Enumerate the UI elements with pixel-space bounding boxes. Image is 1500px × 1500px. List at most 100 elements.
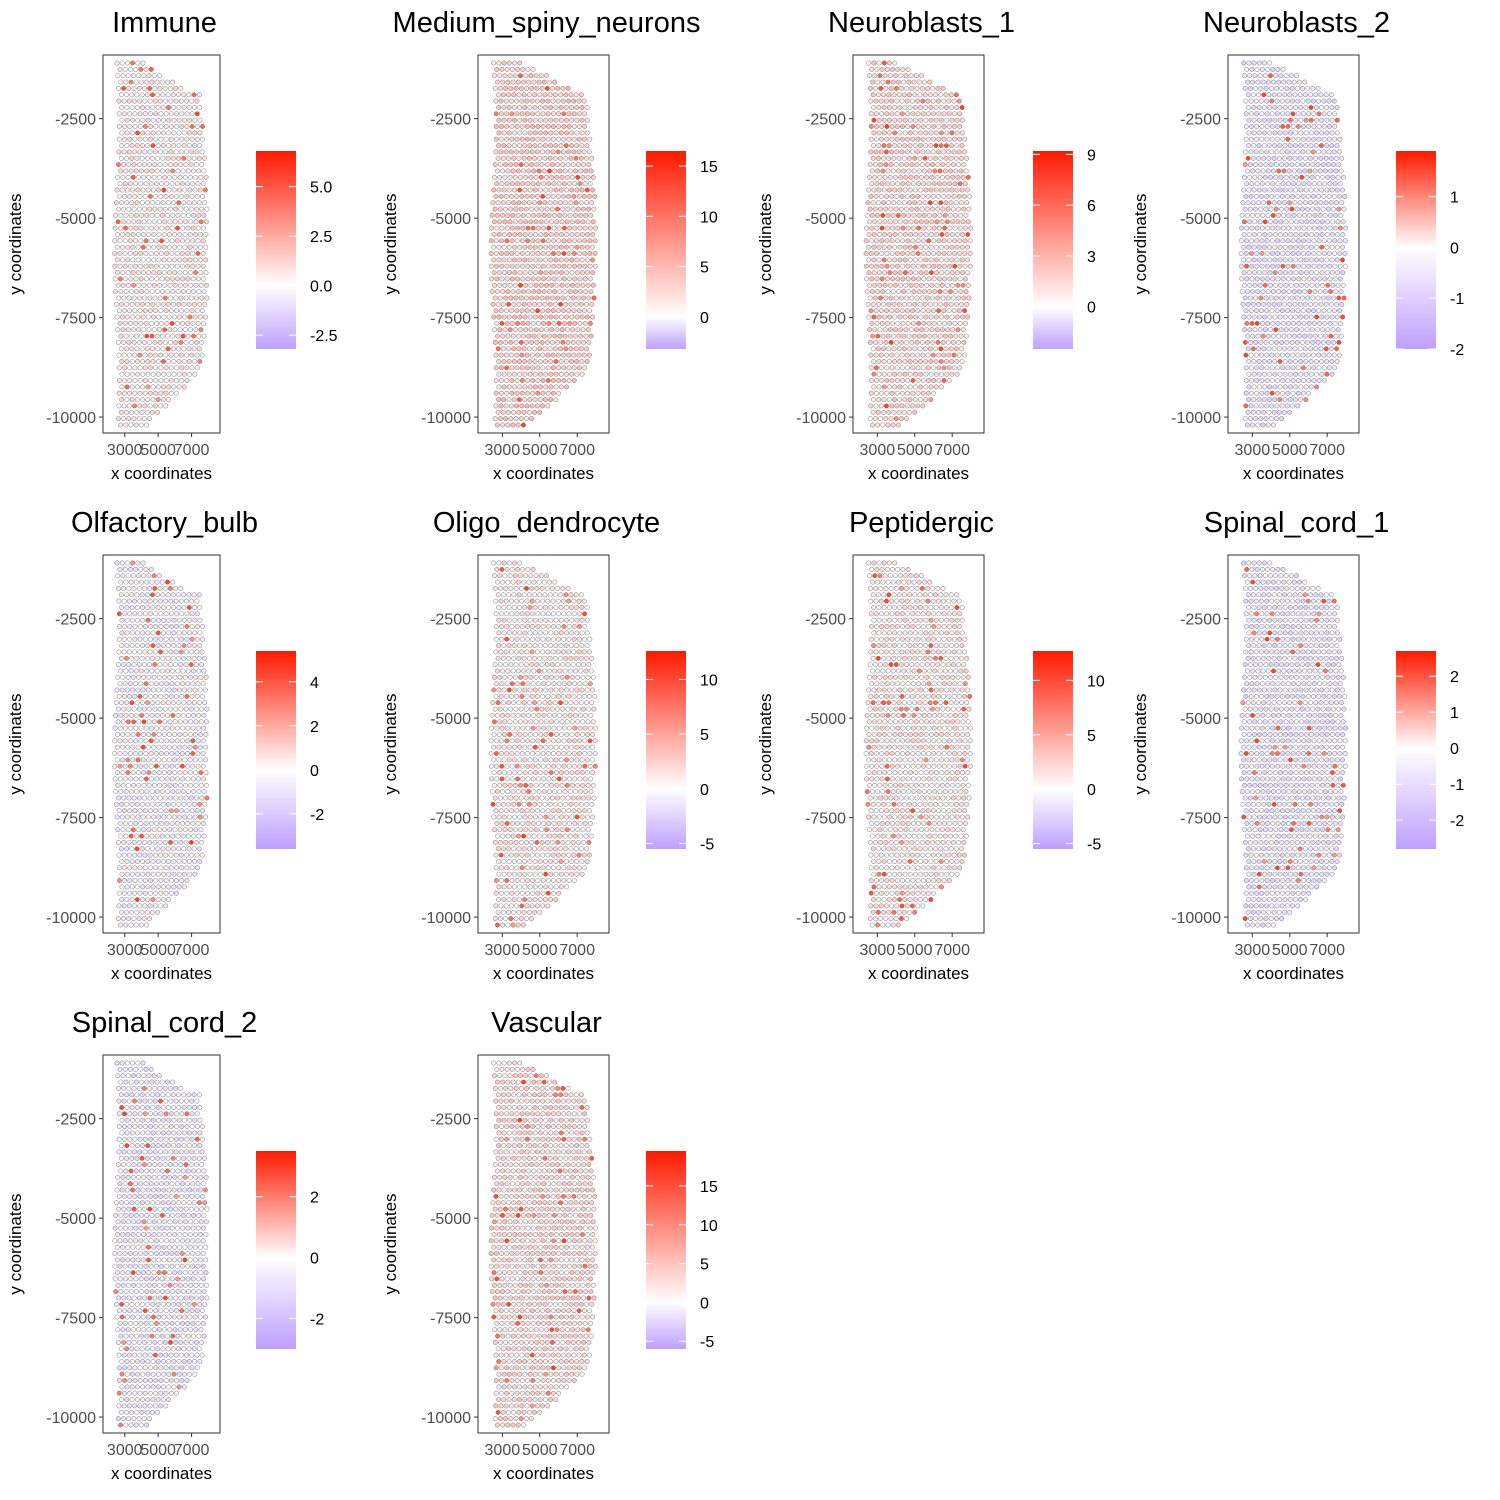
spot [493,390,499,396]
spot [561,251,567,256]
spot [1332,263,1338,269]
spot [877,174,883,180]
spot [877,327,883,333]
spot [155,871,161,877]
spot [867,174,872,180]
spot [548,257,554,263]
spot [180,320,185,326]
spot [140,744,146,750]
spot [499,276,505,282]
spot [159,820,165,826]
spot [186,655,192,661]
spot [186,346,192,352]
spot [941,98,947,104]
spot [166,371,172,377]
spot [181,155,187,161]
spot [191,212,197,218]
spot [541,333,547,339]
spot [182,270,188,275]
spot [184,624,190,629]
spot [145,630,151,636]
spot [163,808,169,814]
spot [517,270,523,275]
spot [121,649,127,655]
spot [1251,270,1257,275]
spot [1300,136,1306,142]
spot [1295,403,1301,409]
spot [900,378,905,383]
spot [566,238,572,244]
spot [1338,168,1344,174]
spot [878,403,884,409]
spot [550,352,556,358]
spot [907,92,913,98]
spot [956,149,962,155]
spot [504,181,510,187]
spot [1251,371,1257,377]
spot [1316,111,1322,117]
spot [1287,359,1293,364]
spot [877,282,883,288]
spot [923,143,929,149]
spot [502,282,508,288]
spot [879,225,885,231]
spot [887,130,892,136]
spot [147,206,153,212]
spot [121,193,127,199]
spot [583,212,589,218]
spot [179,124,185,129]
spot [905,136,911,142]
spot [928,244,934,250]
spot [148,624,154,629]
spot [155,630,161,636]
spot [1246,105,1252,110]
spot [191,155,197,161]
spot [900,263,906,269]
spot [1273,327,1279,333]
spot [1316,149,1322,155]
spot [1321,111,1327,117]
spot [523,327,529,333]
spot [155,846,161,852]
spot [169,738,175,744]
spot [1290,403,1296,409]
spot [1340,282,1346,288]
spot [529,339,535,345]
spot [1248,136,1254,142]
spot [910,365,916,371]
spot [1256,409,1261,415]
colorbar [646,151,686,349]
spot [124,801,130,807]
spot [155,371,161,377]
spot [959,155,964,161]
spot [545,251,551,256]
spot [1244,181,1250,187]
spot [884,67,890,72]
spot [1316,193,1322,199]
spot [116,308,122,314]
spot [869,320,875,326]
spot [1268,73,1273,79]
spot [535,352,540,358]
panel-title: Immune [112,7,217,39]
spots [112,60,210,428]
x-tick-label: 7000 [559,442,595,459]
spot [168,878,174,883]
spot [957,251,963,256]
spot [181,871,187,877]
spot [1250,422,1256,428]
spot [1294,339,1300,345]
spot [1279,352,1285,358]
spot [934,232,940,237]
spot [126,416,132,421]
spot [874,276,880,282]
spot [1255,79,1261,85]
spot [150,643,156,649]
spot [200,320,206,326]
spot [132,611,138,617]
spot [915,263,921,269]
spot [562,168,568,174]
spot [582,181,588,187]
spot [878,416,884,421]
spot [1326,352,1332,358]
